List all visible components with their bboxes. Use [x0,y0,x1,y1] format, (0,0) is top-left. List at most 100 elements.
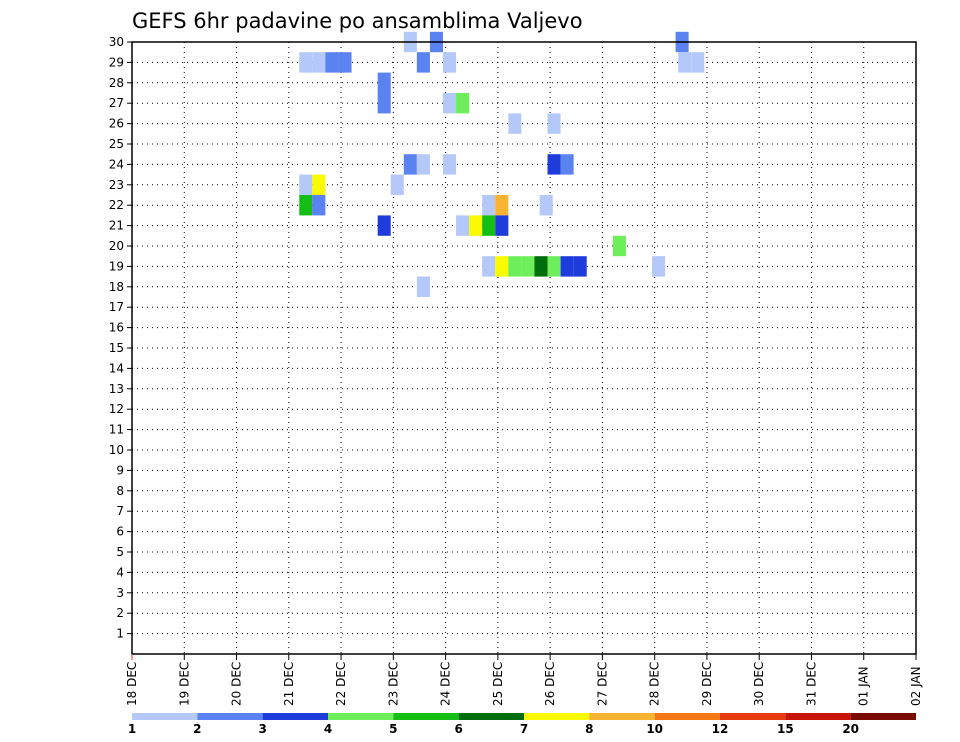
y-tick-label: 25 [109,137,124,151]
y-tick-label: 20 [109,239,124,253]
heatmap-cell [377,215,391,236]
heatmap-cell [299,174,313,195]
heatmap-cell [482,195,496,216]
heatmap-cell [442,52,457,73]
y-tick-label: 29 [109,55,124,69]
heatmap-cell [691,52,705,73]
plot-frame [131,41,917,655]
x-tick-label: 28 DEC [648,662,662,706]
colorbar-label: 8 [585,722,593,736]
y-tick-label: 27 [109,96,124,110]
x-tick-label: 26 DEC [543,662,557,706]
chart-title: GEFS 6hr padavine po ansamblima Valjevo [132,9,583,33]
y-tick-label: 8 [116,484,124,498]
y-tick-label: 22 [109,198,124,212]
heatmap-cell [377,93,391,114]
y-tick-label: 16 [109,321,124,335]
heatmap-cell [325,52,339,73]
heatmap-cell [299,52,313,73]
heatmap-cell [482,256,496,277]
heatmap-cell [547,113,561,134]
y-tick-label: 6 [116,525,124,539]
y-tick-label: 13 [109,382,124,396]
colorbar-segment [720,713,786,720]
heatmap-cell [539,195,553,216]
heatmap-cell [573,256,587,277]
x-tick-label: 25 DEC [491,662,505,706]
y-tick-label: 19 [109,259,124,273]
y-tick-label: 15 [109,341,124,355]
y-tick-label: 14 [109,361,124,375]
y-tick-label: 1 [116,627,124,641]
y-tick-label: 10 [109,443,124,457]
colorbar-label: 4 [324,722,332,736]
y-axis-ticks: 1234567891011121314151617181920212223242… [109,35,132,641]
heatmap-cell [312,174,326,195]
y-tick-label: 4 [116,565,124,579]
x-tick-label: 01 JAN [857,666,871,706]
y-tick-label: 24 [109,157,124,171]
y-tick-label: 5 [116,545,124,559]
x-tick-label: 23 DEC [386,662,400,706]
heatmap-cell [534,256,548,277]
colorbar: 1 2 3 4 5 6 7 8 10 12 15 20 [128,713,916,736]
colorbar-label: 10 [646,722,663,736]
colorbar-segment [458,713,524,720]
y-tick-label: 21 [109,219,124,233]
x-tick-label: 21 DEC [282,662,296,706]
x-tick-label: 30 DEC [752,662,766,706]
colorbar-segment [197,713,263,720]
heatmap-cell [612,235,626,257]
heatmap-cell [521,256,535,277]
heatmap-cell [508,113,522,134]
heatmap-cell [547,154,561,175]
colorbar-segment [589,713,655,720]
x-tick-label: 24 DEC [439,662,453,706]
grid [132,41,916,654]
x-tick-label: 22 DEC [334,662,348,706]
heatmap-cell [416,52,430,73]
colorbar-label: 12 [712,722,729,736]
x-tick-label: 18 DEC [125,662,139,706]
heatmap-cell [495,215,509,236]
x-tick-label: 29 DEC [700,662,714,706]
heatmap-cell [390,174,404,195]
colorbar-label: 7 [520,722,528,736]
colorbar-segment [132,713,198,720]
y-tick-label: 17 [109,300,124,314]
heatmap-cell [456,93,470,114]
heatmap-cell [403,154,417,175]
colorbar-segment [328,713,394,720]
colorbar-label: 5 [389,722,397,736]
colorbar-label: 6 [454,722,462,736]
x-tick-label: 27 DEC [595,662,609,706]
colorbar-segment [262,713,328,720]
colorbar-label: 20 [842,722,859,736]
y-tick-label: 26 [109,117,124,131]
heatmap-cell [442,154,457,175]
heatmap-cell [560,154,574,175]
y-tick-label: 18 [109,280,124,294]
colorbar-segment [785,713,851,720]
colorbar-segment [524,713,590,720]
x-tick-label: 02 JAN [909,666,923,706]
colorbar-label: 2 [193,722,201,736]
heatmap-cell [377,72,391,93]
heatmap-cell [312,195,326,216]
heatmap-cell [652,256,666,277]
y-tick-label: 2 [116,606,124,620]
heatmap-cell [456,215,470,236]
heatmap-cell [508,256,522,277]
colorbar-segment [393,713,459,720]
heatmap-cell [312,52,326,73]
x-tick-label: 31 DEC [804,662,818,706]
colorbar-label: 1 [128,722,136,736]
heatmap-cell [495,195,509,216]
heatmap-cells [299,31,705,297]
colorbar-label: 3 [258,722,266,736]
heatmap-cell [469,215,483,236]
y-tick-label: 9 [116,463,124,477]
x-tick-label: 19 DEC [177,662,191,706]
heatmap-cell [442,93,457,114]
